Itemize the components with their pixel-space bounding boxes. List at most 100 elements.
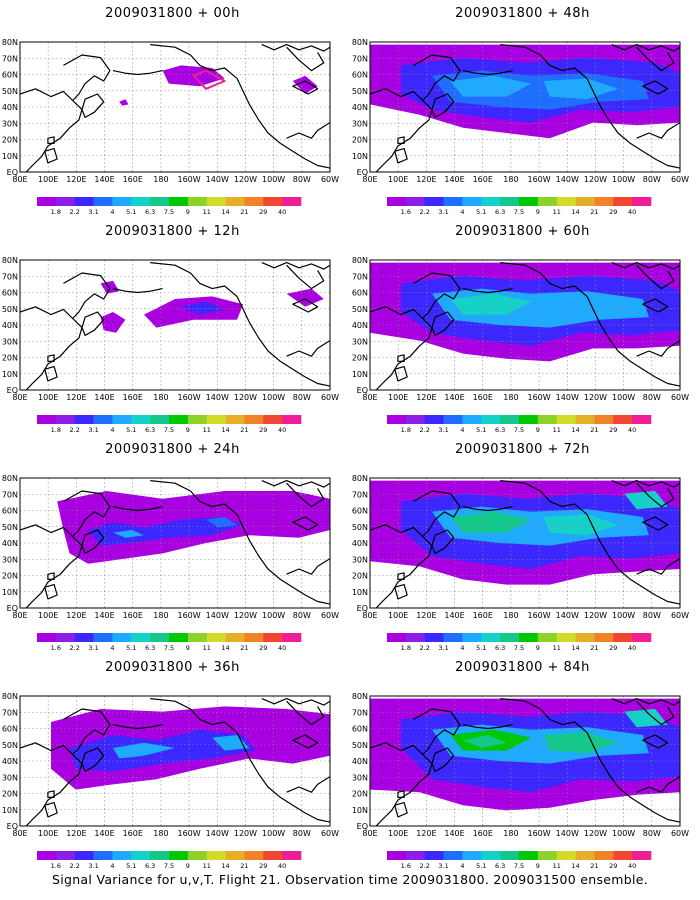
lon-label: 160E <box>473 611 493 620</box>
panel-title: 2009031800 + 36h <box>105 660 240 675</box>
colorbar-swatch <box>55 851 76 860</box>
lat-label: EQ <box>7 386 18 395</box>
colorbar-swatch <box>424 197 444 206</box>
lon-label: 160W <box>527 611 550 620</box>
colorbar-label: 3.1 <box>438 644 448 652</box>
lon-label: 80W <box>643 611 661 620</box>
colorbar: 1.8 2.2 3.1 4 5.1 6.3 7.5 9 11 14 21 29 40 <box>37 197 302 216</box>
lat-label: 10N <box>352 588 368 597</box>
lon-label: 180 <box>153 829 168 838</box>
lon-label: 100W <box>262 611 285 620</box>
colorbar-label: 2.2 <box>70 644 80 652</box>
panel-title: 2009031800 + 48h <box>455 6 590 21</box>
colorbar-label: 4 <box>110 862 114 870</box>
colorbar-swatch <box>500 197 520 206</box>
colorbar-label: 7.5 <box>164 426 174 434</box>
colorbar-swatch <box>481 197 501 206</box>
lon-label: 140W <box>556 611 579 620</box>
colorbar-label: 2.2 <box>420 426 430 434</box>
lon-label: 120W <box>234 175 257 184</box>
forecast-panel: 2009031800 + 72h 80N 70N 60N 50N 40N 30N 20N 10N… <box>350 436 695 658</box>
colorbar-swatch <box>74 197 94 206</box>
colorbar-label: 6.3 <box>495 426 505 434</box>
colorbar-label: 29 <box>259 644 267 652</box>
colorbar-label: 21 <box>240 862 248 870</box>
signal-field <box>370 42 680 172</box>
lon-label: 100E <box>38 175 58 184</box>
colorbar-swatch <box>443 415 463 424</box>
colorbar-label: 9 <box>186 644 190 652</box>
colorbar-swatch <box>263 851 283 860</box>
colorbar-label: 40 <box>278 862 286 870</box>
colorbar-label: 4 <box>110 426 114 434</box>
figure-caption: Signal Variance for u,v,T. Flight 21. Ob… <box>51 872 649 887</box>
lat-label: 40N <box>352 103 368 112</box>
lon-label: 100E <box>388 175 408 184</box>
colorbar-label: 9 <box>186 208 190 216</box>
lon-label: 80E <box>362 611 377 620</box>
colorbar-label: 21 <box>590 862 598 870</box>
signal-region <box>543 296 618 318</box>
lon-label: 180 <box>153 611 168 620</box>
colorbar-swatch <box>93 851 113 860</box>
lon-label: 80W <box>293 829 311 838</box>
coastlines <box>20 261 330 390</box>
colorbar-swatch <box>244 633 264 642</box>
colorbar-label: 40 <box>278 426 286 434</box>
colorbar-label: 5.1 <box>126 208 136 216</box>
colorbar-swatch <box>575 197 595 206</box>
lat-label: EQ <box>357 386 368 395</box>
colorbar-swatch <box>575 415 595 424</box>
lon-label: 140W <box>206 611 229 620</box>
signal-region <box>543 514 618 536</box>
signal-region <box>100 280 120 294</box>
colorbar-swatch <box>206 415 226 424</box>
lon-label: 80E <box>12 829 27 838</box>
lon-label: 100E <box>38 611 58 620</box>
colorbar-label: 2.2 <box>70 426 80 434</box>
panel-title: 2009031800 + 00h <box>105 6 240 21</box>
colorbar-swatch <box>206 851 226 860</box>
lat-label: 40N <box>352 321 368 330</box>
colorbar-swatch <box>37 415 57 424</box>
colorbar-label: 21 <box>240 426 248 434</box>
colorbar-label: 5.1 <box>126 862 136 870</box>
lon-label: 180 <box>503 829 518 838</box>
colorbar-swatch <box>225 197 245 206</box>
colorbar-swatch <box>424 851 444 860</box>
colorbar-swatch <box>74 851 94 860</box>
colorbar-label: 11 <box>553 208 561 216</box>
colorbar-swatch <box>55 415 76 424</box>
colorbar-label: 2.2 <box>70 862 80 870</box>
lon-label: 160W <box>527 393 550 402</box>
lon-label: 120E <box>416 611 436 620</box>
colorbar-label: 29 <box>259 426 267 434</box>
colorbar-label: 2.2 <box>70 208 80 216</box>
colorbar-label: 3.1 <box>88 644 98 652</box>
lon-label: 80E <box>12 175 27 184</box>
lat-label: 80N <box>2 692 18 701</box>
colorbar-label: 7.5 <box>514 426 524 434</box>
colorbar-label: 29 <box>609 862 617 870</box>
lon-label: 120E <box>416 829 436 838</box>
lon-label: 160E <box>473 393 493 402</box>
colorbar-swatch <box>206 197 226 206</box>
lon-label: 120W <box>584 393 607 402</box>
colorbar-label: 1.8 <box>401 644 411 652</box>
lon-label: 80W <box>643 175 661 184</box>
lat-label: 70N <box>2 490 18 499</box>
colorbar-label: 4 <box>460 208 464 216</box>
lat-label: 10N <box>2 152 18 161</box>
lat-label: 20N <box>2 572 18 581</box>
colorbar-swatch <box>150 197 170 206</box>
colorbar-label: 9 <box>536 644 540 652</box>
colorbar-swatch <box>443 197 463 206</box>
signal-region <box>286 288 324 307</box>
colorbar-swatch <box>74 415 94 424</box>
lon-label: 140E <box>94 611 114 620</box>
colorbar-swatch <box>443 633 463 642</box>
